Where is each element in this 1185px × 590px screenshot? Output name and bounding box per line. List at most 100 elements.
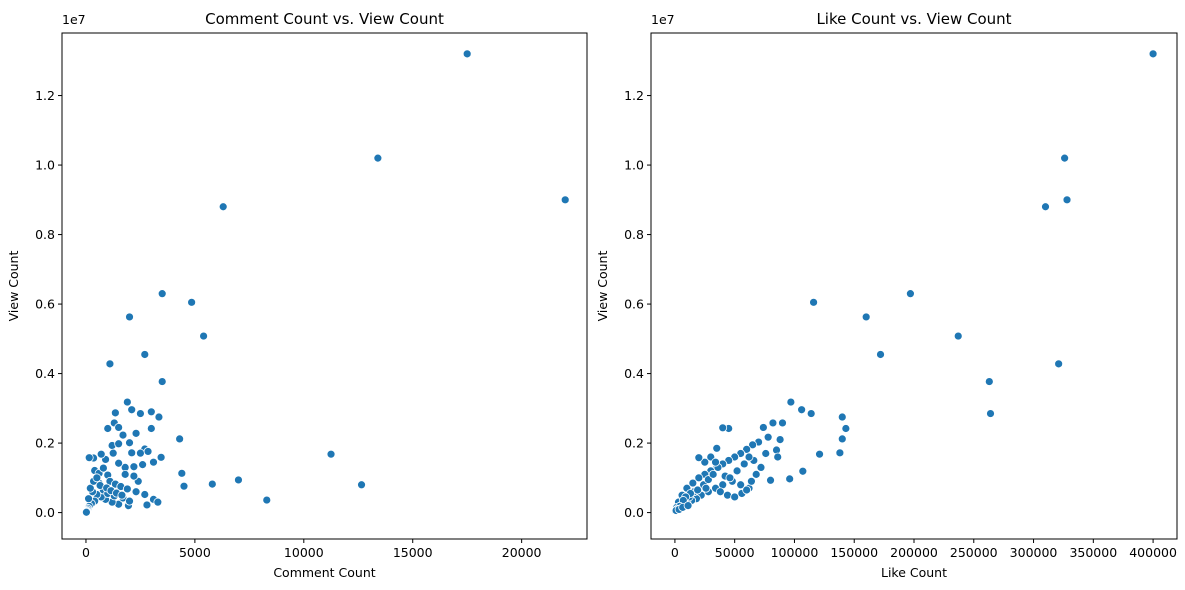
y-tick-label: 1.0: [35, 158, 55, 173]
scatter-point: [120, 469, 130, 479]
scatter-point: [142, 500, 152, 510]
scatter-point: [718, 423, 728, 433]
scatter-point: [1062, 195, 1072, 205]
y-axis-offset-label: 1e7: [62, 12, 86, 27]
scatter-point: [809, 297, 818, 307]
scatter-point: [806, 409, 816, 418]
y-tick-label: 0.2: [624, 436, 644, 451]
scatter-point: [758, 423, 768, 432]
scatter-point: [114, 439, 124, 449]
scatter-point: [797, 405, 807, 415]
scatter-point: [207, 479, 217, 489]
x-tick-label: 20000: [502, 545, 542, 560]
scatter-point: [736, 480, 746, 490]
scatter-point: [708, 469, 718, 479]
scatter-point: [199, 331, 208, 341]
x-axis-label: Like Count: [881, 565, 947, 580]
x-tick-label: 0: [671, 545, 679, 560]
scatter-point: [775, 435, 785, 445]
plot-area-frame: [650, 32, 1178, 540]
scatter-point: [218, 202, 228, 212]
scatter-point: [125, 438, 134, 448]
like-vs-view-chart: Like Count vs. View Count Like Count Vie…: [595, 10, 1178, 580]
x-tick-label: 15000: [393, 545, 433, 560]
y-tick-label: 0.0: [35, 505, 55, 520]
scatter-point: [730, 492, 740, 502]
scatter-point: [725, 473, 735, 483]
scatter-point: [1041, 202, 1050, 212]
scatter-point: [234, 475, 243, 485]
scatter-point: [140, 490, 150, 499]
scatter-point: [766, 475, 775, 485]
scatter-points: [671, 49, 1158, 516]
scatter-point: [146, 407, 156, 417]
scatter-point: [187, 297, 197, 307]
scatter-point: [837, 412, 847, 422]
x-axis-ticks: 0 5000 10000 15000 20000: [82, 539, 542, 560]
scatter-point: [953, 331, 963, 341]
scatter-point: [138, 460, 148, 470]
scatter-point: [153, 497, 163, 507]
scatter-point: [861, 312, 871, 322]
scatter-point: [157, 289, 167, 299]
scatter-point: [118, 430, 128, 440]
scatter-point: [1054, 359, 1064, 369]
scatter-point: [157, 377, 167, 386]
x-tick-label: 10000: [284, 545, 324, 560]
y-tick-label: 1.2: [35, 88, 55, 103]
x-tick-label: 50000: [715, 545, 755, 560]
scatter-point: [177, 468, 187, 478]
scatter-point: [683, 501, 693, 511]
scatter-point: [984, 377, 994, 386]
scatter-point: [149, 457, 158, 467]
scatter-point: [694, 473, 704, 483]
scatter-point: [712, 443, 722, 453]
scatter-point: [117, 490, 127, 500]
scatter-point: [701, 483, 711, 493]
scatter-point: [837, 434, 847, 444]
scatter-point: [815, 449, 824, 459]
scatter-point: [96, 449, 106, 459]
y-tick-label: 0.0: [624, 505, 644, 520]
x-tick-label: 350000: [1069, 545, 1117, 560]
scatter-point: [876, 350, 885, 359]
x-tick-label: 200000: [890, 545, 938, 560]
chart-title: Comment Count vs. View Count: [205, 10, 444, 28]
scatter-point: [1060, 153, 1070, 163]
y-axis-ticks: 0.0 0.2 0.4 0.6 0.8 1.0 1.2: [35, 88, 62, 520]
x-tick-label: 300000: [1010, 545, 1058, 560]
scatter-point: [694, 453, 704, 463]
scatter-point: [136, 448, 145, 458]
scatter-point: [84, 453, 94, 463]
y-tick-label: 0.8: [624, 227, 644, 242]
scatter-point: [103, 424, 113, 433]
scatter-point: [85, 483, 95, 493]
x-tick-label: 100000: [771, 545, 819, 560]
scatter-point: [146, 424, 156, 433]
y-tick-label: 0.2: [35, 436, 55, 451]
scatter-points: [81, 49, 570, 517]
scatter-point: [747, 476, 756, 486]
scatter-point: [92, 473, 102, 483]
y-tick-label: 0.4: [35, 366, 55, 381]
x-tick-label: 250000: [950, 545, 998, 560]
scatter-point: [723, 490, 732, 500]
scatter-point: [739, 459, 749, 469]
comment-vs-view-chart: Comment Count vs. View Count Comment Cou…: [6, 10, 588, 580]
scatter-point: [693, 485, 703, 495]
scatter-point: [711, 457, 720, 467]
scatter-point: [131, 487, 141, 497]
y-axis-label: View Count: [6, 251, 21, 322]
scatter-point: [1148, 49, 1158, 59]
y-axis-offset-label: 1e7: [651, 12, 675, 27]
y-tick-label: 0.4: [624, 366, 644, 381]
scatter-point: [742, 485, 752, 495]
scatter-point: [841, 424, 851, 433]
scatter-point: [732, 466, 742, 476]
scatter-point: [785, 474, 795, 484]
scatter-point: [129, 471, 139, 481]
scatter-point: [786, 397, 796, 407]
scatter-point: [986, 409, 995, 418]
scatter-point: [154, 412, 164, 422]
